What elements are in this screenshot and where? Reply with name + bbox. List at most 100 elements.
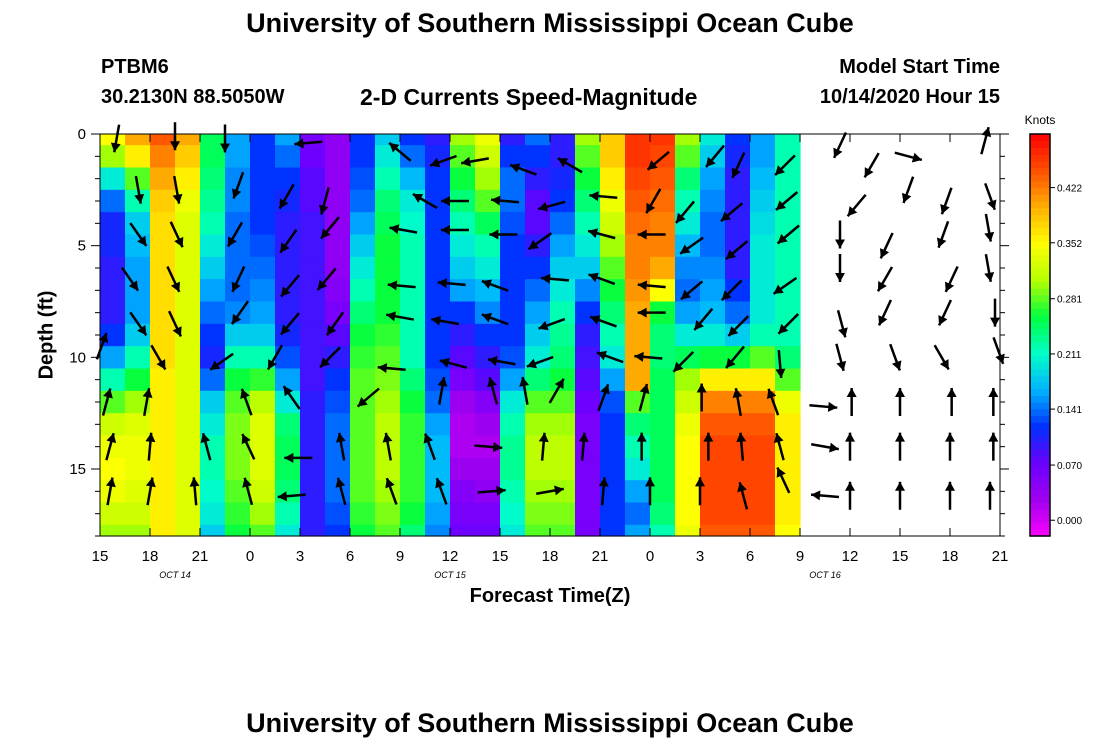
heatmap-cell xyxy=(450,323,476,347)
current-arrow xyxy=(318,187,330,215)
heatmap-cell xyxy=(725,368,751,392)
current-arrow xyxy=(527,232,553,251)
heatmap-cell xyxy=(425,234,451,258)
heatmap-cell xyxy=(200,480,226,504)
heatmap-cell xyxy=(350,234,376,258)
heatmap-cell xyxy=(725,189,751,213)
current-arrow xyxy=(637,280,666,291)
current-arrow xyxy=(101,388,113,416)
heatmap-cell xyxy=(575,413,601,437)
heatmap-cell xyxy=(250,480,276,504)
heatmap-cell xyxy=(700,301,726,325)
heatmap-cell xyxy=(600,134,626,146)
heatmap-cell xyxy=(750,457,776,481)
heatmap-cell xyxy=(175,301,201,325)
heatmap-cell xyxy=(475,134,501,146)
heatmap-cell xyxy=(150,390,176,414)
current-arrow xyxy=(876,266,894,292)
heatmap-cell xyxy=(550,524,576,537)
current-arrow xyxy=(587,228,616,240)
heatmap-cell xyxy=(175,457,201,481)
heatmap-cell xyxy=(575,234,601,258)
current-arrow xyxy=(693,307,714,331)
heatmap-cell xyxy=(750,256,776,280)
heatmap-cell xyxy=(150,145,176,169)
heatmap-cell xyxy=(100,134,126,146)
current-arrow xyxy=(990,298,1000,327)
current-arrow xyxy=(423,433,436,461)
colorbar-band xyxy=(1030,348,1050,356)
heatmap-cell xyxy=(350,134,376,146)
current-arrow xyxy=(356,387,380,408)
colorbar-band xyxy=(1030,368,1050,376)
heatmap-cell xyxy=(300,189,326,213)
heatmap-cell xyxy=(175,368,201,392)
heatmap-cell xyxy=(500,134,526,146)
heatmap-cell xyxy=(700,502,726,526)
heatmap-cell xyxy=(675,502,701,526)
heatmap-cell xyxy=(275,413,301,437)
colorbar-band xyxy=(1030,234,1050,242)
heatmap-cell xyxy=(325,524,351,537)
heatmap-cell xyxy=(225,134,251,146)
chart-title: 2-D Currents Speed-Magnitude xyxy=(360,84,698,110)
heatmap-cell xyxy=(550,346,576,370)
current-arrow xyxy=(895,481,905,510)
heatmap-cell xyxy=(700,480,726,504)
current-arrow xyxy=(481,312,509,326)
current-arrow xyxy=(519,376,530,405)
colorbar-band xyxy=(1030,395,1050,403)
current-arrow xyxy=(142,387,153,417)
heatmap-cell xyxy=(200,212,226,236)
heatmap-cell xyxy=(650,413,676,437)
colorbar-tick-label: 0.070 xyxy=(1057,461,1082,472)
heatmap-cell xyxy=(200,279,226,303)
heatmap-cell xyxy=(625,167,651,191)
current-arrow xyxy=(940,187,953,215)
heatmap-cell xyxy=(500,301,526,325)
current-arrow xyxy=(200,432,212,461)
heatmap-cell xyxy=(450,134,476,146)
heatmap-cell xyxy=(350,323,376,347)
x-tick-label: 21 xyxy=(192,548,209,565)
colorbar-band xyxy=(1030,408,1050,416)
heatmap-cell xyxy=(700,189,726,213)
heatmap-cell xyxy=(675,189,701,213)
footer-title: University of Southern Mississippi Ocean… xyxy=(246,708,854,738)
colorbar-tick-label: 0.281 xyxy=(1057,295,1082,306)
heatmap-cell xyxy=(400,301,426,325)
heatmap-cell xyxy=(775,524,801,537)
heatmap-cell xyxy=(550,480,576,504)
heatmap-cell xyxy=(400,234,426,258)
heatmap-cell xyxy=(375,256,401,280)
heatmap-cell xyxy=(350,413,376,437)
heatmap-cell xyxy=(200,234,226,258)
heatmap-cell xyxy=(200,167,226,191)
heatmap-cell xyxy=(250,323,276,347)
heatmap-cell xyxy=(650,480,676,504)
heatmap-cell xyxy=(225,323,251,347)
heatmap-cell xyxy=(675,457,701,481)
heatmap-cell xyxy=(100,480,126,504)
heatmap-cell xyxy=(125,390,151,414)
heatmap-cell xyxy=(550,457,576,481)
current-arrow xyxy=(537,200,566,212)
current-arrow xyxy=(773,432,785,461)
heatmap-cell xyxy=(575,368,601,392)
heatmap-cell xyxy=(350,435,376,459)
heatmap-cell xyxy=(475,212,501,236)
heatmap-cell xyxy=(275,212,301,236)
heatmap-cell xyxy=(125,413,151,437)
heatmap-cell xyxy=(325,145,351,169)
current-arrow xyxy=(487,376,499,405)
current-arrow xyxy=(835,220,845,249)
heatmap-cell xyxy=(100,435,126,459)
current-arrow xyxy=(637,229,666,240)
heatmap-cell xyxy=(175,212,201,236)
current-arrow xyxy=(240,388,253,416)
heatmap-cell xyxy=(225,457,251,481)
heatmap-cell xyxy=(575,145,601,169)
heatmap-cell xyxy=(100,502,126,526)
heatmap-cell xyxy=(275,368,301,392)
heatmap-cell xyxy=(150,189,176,213)
